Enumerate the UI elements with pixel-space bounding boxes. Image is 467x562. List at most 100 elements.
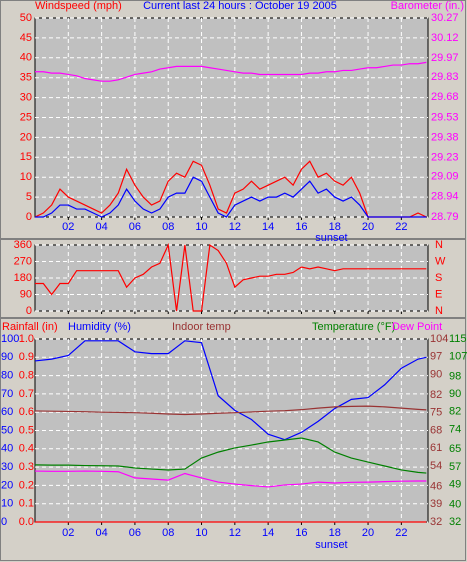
y4-tick-label: 82 <box>449 406 461 418</box>
y-tick-label: 45 <box>20 32 32 44</box>
y4-tick-label: 32 <box>449 516 461 528</box>
y-tick-label: 30 <box>1 461 13 473</box>
y2-tick-label: 28.94 <box>431 191 459 203</box>
y-tick-label: 50 <box>20 12 32 24</box>
x-tick-label: 06 <box>129 221 141 233</box>
y-tick-label: 40 <box>20 52 32 64</box>
y4-tick-label: 115 <box>449 333 467 345</box>
y3-tick-label: 61 <box>430 442 442 454</box>
y2-tick-label: N <box>435 305 443 317</box>
y2-axis-title: Barometer (in.) <box>391 0 464 12</box>
y4-tick-label: 74 <box>449 423 461 435</box>
x-tick-label: 12 <box>229 221 241 233</box>
annotation: sunset <box>315 232 347 244</box>
x-tick-label: 18 <box>329 527 341 539</box>
y-tick-label: 50 <box>1 424 13 436</box>
y-tick-label: 0 <box>1 516 7 528</box>
x-tick-label: 22 <box>395 221 407 233</box>
series-line <box>34 405 427 416</box>
y2-tick-label: 29.97 <box>431 52 459 64</box>
legend-entry: Dew Point <box>392 321 442 333</box>
y-tick-label: 180 <box>14 272 32 284</box>
y-tick-label: 15 <box>20 151 32 163</box>
series-line <box>35 176 427 218</box>
y2-tick-label: 0.6 <box>19 406 34 418</box>
y2-tick-label: 29.38 <box>431 132 459 144</box>
legend-entry: Indoor temp <box>172 321 231 333</box>
x-tick-label: 04 <box>95 221 107 233</box>
y-tick-label: 20 <box>20 131 32 143</box>
y2-tick-label: 0.1 <box>19 498 34 510</box>
series-line <box>34 340 427 441</box>
y-tick-label: 10 <box>1 498 13 510</box>
y-tick-label: 40 <box>1 443 13 455</box>
y3-tick-label: 46 <box>430 480 442 492</box>
legend-entry: Humidity (%) <box>68 321 131 333</box>
x-tick-label: 02 <box>62 221 74 233</box>
x-tick-label: 12 <box>229 527 241 539</box>
x-tick-label: 14 <box>262 221 274 233</box>
y2-tick-label: 0.0 <box>19 516 34 528</box>
y-tick-label: 270 <box>14 255 32 267</box>
x-tick-label: 04 <box>95 527 107 539</box>
y3-tick-label: 82 <box>430 389 442 401</box>
x-tick-label: 20 <box>362 527 374 539</box>
x-tick-label: 10 <box>195 527 207 539</box>
y4-tick-label: 49 <box>449 478 461 490</box>
y2-tick-label: 1.0 <box>19 333 34 345</box>
y-tick-label: 25 <box>20 111 32 123</box>
y2-tick-label: S <box>435 272 442 284</box>
series-line <box>35 61 427 82</box>
annotation: sunset <box>315 539 347 551</box>
y3-tick-label: 39 <box>430 498 442 510</box>
y2-tick-label: E <box>435 288 442 300</box>
y4-tick-label: 40 <box>449 498 461 510</box>
x-tick-label: 06 <box>129 527 141 539</box>
x-tick-label: 18 <box>329 221 341 233</box>
y-tick-label: 90 <box>1 351 13 363</box>
x-tick-label: 10 <box>195 221 207 233</box>
x-tick-label: 08 <box>162 221 174 233</box>
y2-tick-label: 29.83 <box>431 71 459 83</box>
y2-tick-label: 0.2 <box>19 479 34 491</box>
y3-tick-label: 90 <box>430 368 442 380</box>
y3-tick-label: 68 <box>430 424 442 436</box>
chart-title: Current last 24 hours : October 19 2005 <box>143 0 337 12</box>
y-tick-label: 100 <box>1 333 19 345</box>
y-axis-title: Windspeed (mph) <box>35 0 122 12</box>
x-tick-label: 08 <box>162 527 174 539</box>
y2-tick-label: W <box>435 255 446 267</box>
y2-tick-label: 28.79 <box>431 211 459 223</box>
panel-frame <box>0 318 466 561</box>
legend-entry: Rainfall (in) <box>2 321 58 333</box>
y2-tick-label: N <box>435 239 443 251</box>
y2-tick-label: 0.5 <box>19 424 34 436</box>
series-line <box>34 437 427 474</box>
panel-frame <box>0 0 466 239</box>
y-tick-label: 60 <box>1 406 13 418</box>
y-tick-label: 0 <box>26 211 32 223</box>
y2-tick-label: 29.53 <box>431 111 459 123</box>
series-line <box>34 470 427 488</box>
y4-tick-label: 65 <box>449 443 461 455</box>
y2-tick-label: 0.3 <box>19 461 34 473</box>
y-tick-label: 360 <box>14 239 32 251</box>
y-tick-label: 30 <box>20 92 32 104</box>
legend-entry: Temperature (°F) <box>312 321 395 333</box>
y-tick-label: 70 <box>1 388 13 400</box>
y-tick-label: 80 <box>1 370 13 382</box>
panel-frame <box>0 239 466 318</box>
y3-tick-label: 97 <box>430 351 442 363</box>
x-tick-label: 22 <box>395 527 407 539</box>
y3-tick-label: 32 <box>430 516 442 528</box>
y-tick-label: 35 <box>20 72 32 84</box>
y4-tick-label: 107 <box>449 351 467 363</box>
y4-tick-label: 57 <box>449 461 461 473</box>
y3-tick-label: 75 <box>430 407 442 419</box>
y2-tick-label: 29.09 <box>431 171 459 183</box>
y-tick-label: 20 <box>1 479 13 491</box>
y3-tick-label: 54 <box>430 460 442 472</box>
y-tick-label: 10 <box>20 171 32 183</box>
y4-tick-label: 90 <box>449 388 461 400</box>
